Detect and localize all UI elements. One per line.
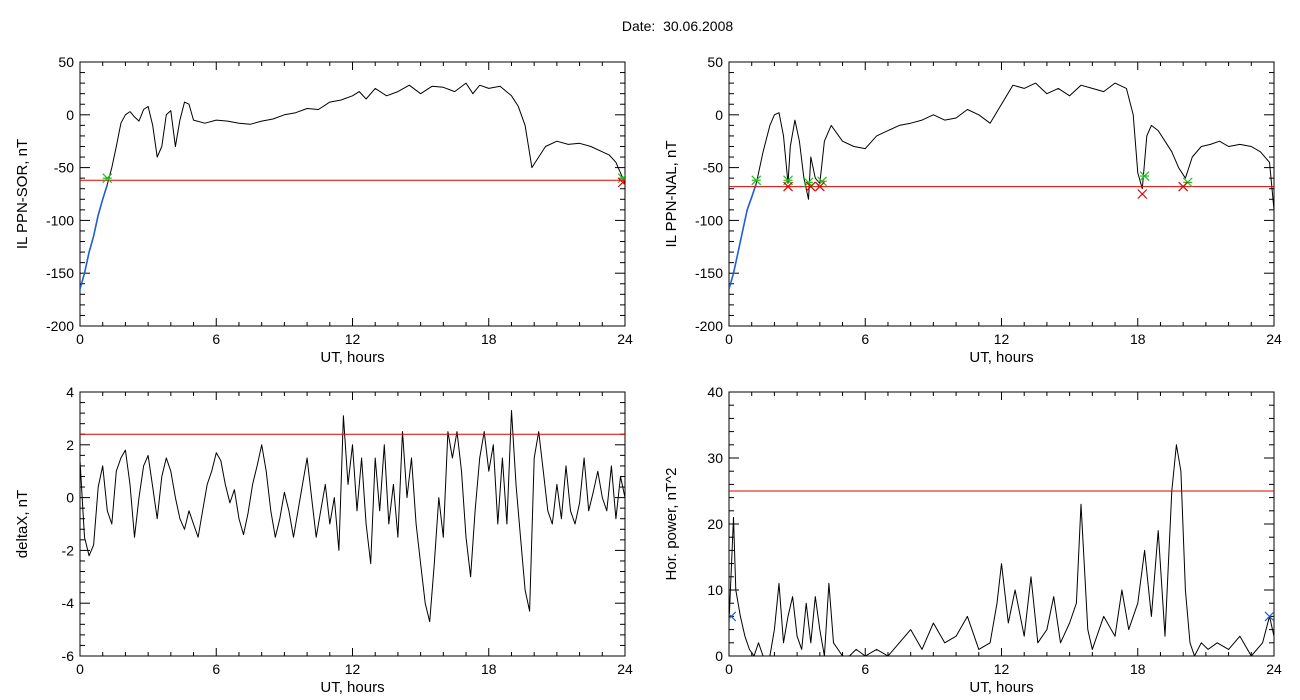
panel-delta-x: 0 6 12 18 24 4 2 0 -2 -4 -6 UT, hours deltaX, nT [14, 384, 633, 696]
ppn-nal-marker-end [814, 181, 825, 192]
ppn-sor-xtick-label: 6 [212, 331, 220, 347]
ppn-sor-axes-frame [79, 61, 626, 327]
ppn-sor-xtick-label: 0 [76, 331, 84, 347]
hor-power-xtick-label: 12 [994, 661, 1010, 677]
ppn-nal-marker-end [1178, 181, 1189, 192]
delta-x-xlabel: UT, hours [320, 679, 384, 696]
delta-x-xtick-label: 18 [481, 661, 497, 677]
ppn-nal-xtick-label: 0 [725, 331, 733, 347]
ppn-nal-xtick-label: 24 [1266, 331, 1282, 347]
ppn-nal-series-trace [729, 82, 1274, 290]
ppn-sor-series-highlight [80, 184, 109, 290]
delta-x-xtick-label: 0 [76, 661, 84, 677]
ppn-sor-xlabel: UT, hours [320, 349, 384, 366]
ppn-nal-marker-start [1139, 171, 1150, 181]
hor-power-ytick-label: 0 [715, 648, 723, 664]
hor-power-xtick-label: 24 [1266, 661, 1282, 677]
delta-x-ytick-label: -6 [62, 648, 75, 664]
ppn-nal-series-highlight [729, 183, 758, 290]
ppn-nal-plot-area [729, 82, 1274, 290]
hor-power-xtick-label: 6 [861, 661, 869, 677]
hor-power-xtick-label: 0 [725, 661, 733, 677]
ppn-nal-axes-frame [728, 61, 1275, 327]
delta-x-ytick-label: 0 [66, 490, 74, 506]
ppn-nal-marker-end [805, 181, 816, 192]
hor-power-axes-frame [728, 391, 1275, 657]
ppn-nal-marker-start [751, 175, 762, 186]
ppn-nal-marker-end [1137, 189, 1148, 199]
ppn-sor-marker-end [617, 177, 625, 188]
delta-x-ytick-label: 2 [66, 437, 74, 453]
ppn-nal-ytick-label: -200 [695, 318, 723, 334]
ppn-nal-marker-start [817, 176, 828, 187]
ppn-nal-ylabel: IL PPN-NAL, nT [663, 141, 680, 248]
ppn-sor-marker-start [617, 173, 625, 184]
ppn-nal-xlabel: UT, hours [969, 349, 1033, 366]
ppn-nal-ytick-label: -50 [703, 160, 723, 176]
hor-power-ytick-label: 10 [707, 582, 723, 598]
ppn-sor-ytick-label: -50 [54, 160, 74, 176]
ppn-sor-xtick-label: 18 [481, 331, 497, 347]
delta-x-xtick-label: 24 [617, 661, 633, 677]
ppn-nal-ytick-label: 0 [715, 107, 723, 123]
delta-x-ytick-label: 4 [66, 384, 74, 400]
ppn-sor-plot-area [80, 82, 625, 290]
delta-x-axes-frame [79, 391, 626, 657]
ppn-nal-xtick-label: 6 [861, 331, 869, 347]
hor-power-xlabel: UT, hours [969, 679, 1033, 696]
delta-x-ylabel: deltaX, nT [14, 490, 31, 558]
hor-power-xtick-label: 18 [1130, 661, 1146, 677]
ppn-nal-xtick-label: 18 [1130, 331, 1146, 347]
delta-x-ytick-label: -2 [62, 542, 75, 558]
delta-x-xtick-label: 6 [212, 661, 220, 677]
ppn-nal-xtick-label: 12 [994, 331, 1010, 347]
panel-hor-power: 0 6 12 18 24 40 30 20 10 0 UT, hours Hor. power, nT… [663, 384, 1282, 696]
ppn-nal-ytick-label: -150 [695, 265, 723, 281]
delta-x-ytick-label: -4 [62, 595, 75, 611]
ppn-sor-ytick-label: -200 [46, 318, 74, 334]
delta-x-plot-area [80, 410, 625, 623]
ppn-sor-ytick-label: 50 [58, 54, 74, 70]
ppn-sor-ytick-label: -100 [46, 212, 74, 228]
hor-power-ytick-label: 40 [707, 384, 723, 400]
figure-title: Date: 30.06.2008 [621, 18, 734, 34]
ppn-nal-ytick-label: 50 [707, 54, 723, 70]
hor-power-plot-area [729, 444, 1274, 656]
ppn-sor-xtick-label: 24 [617, 331, 633, 347]
panel-ppn-sor: 0 6 12 18 24 50 0 -50 -100 -150 -200 UT, hours IL PP… [14, 54, 633, 366]
hor-power-marker-power [729, 611, 737, 622]
delta-x-series-trace [80, 410, 625, 623]
ppn-sor-series-trace [80, 82, 625, 290]
ppn-sor-ylabel: IL PPN-SOR, nT [14, 139, 31, 249]
ppn-nal-marker-end [783, 181, 793, 192]
panel-ppn-nal: 0 6 12 18 24 50 0 -50 -100 -150 -200 UT, hours IL PP… [663, 54, 1282, 366]
hor-power-ytick-label: 20 [707, 516, 723, 532]
ppn-sor-ytick-label: -150 [46, 265, 74, 281]
hor-power-ytick-label: 30 [707, 450, 723, 466]
delta-x-xtick-label: 12 [345, 661, 361, 677]
ppn-sor-marker-start [102, 173, 113, 184]
ppn-sor-xtick-label: 12 [345, 331, 361, 347]
ppn-sor-ytick-label: 0 [66, 107, 74, 123]
hor-power-marker-power [1264, 611, 1274, 622]
ppn-nal-ytick-label: -100 [695, 212, 723, 228]
hor-power-series-trace [729, 444, 1274, 656]
hor-power-ylabel: Hor. power, nT^2 [663, 468, 680, 581]
